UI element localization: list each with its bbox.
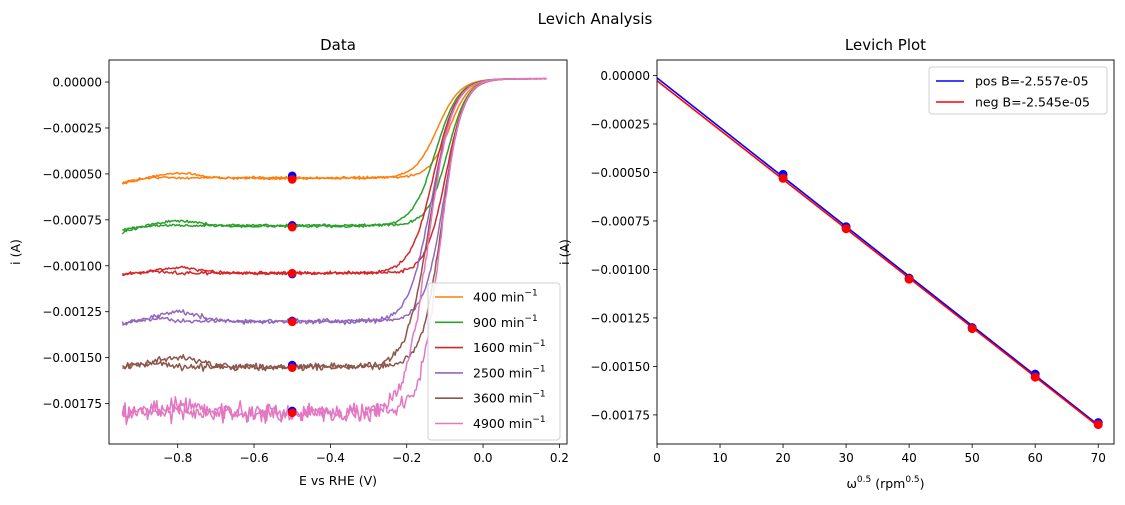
legend-label-3600: 3600 min−1	[473, 390, 546, 406]
y-tick-label: −0.00175	[590, 408, 650, 422]
y-tick-label: −0.00025	[42, 121, 102, 135]
levich-legend-box	[928, 66, 1108, 115]
axes-frame	[656, 59, 1115, 445]
legend-unit: min	[509, 416, 533, 431]
legend-unit-exponent: −1	[532, 339, 545, 349]
legend-unit: min	[501, 290, 525, 305]
x-label-symbol: ω	[846, 476, 856, 491]
fit-line-neg	[657, 80, 1099, 427]
levich-y-axis-label: i (A)	[557, 239, 572, 265]
neg-sample-marker-3600	[287, 363, 297, 373]
data-point-neg	[904, 274, 914, 284]
x-tick-label: 0.0	[473, 451, 492, 465]
levich-plot-area	[657, 77, 1103, 430]
legend-unit: min	[501, 315, 525, 330]
y-tick-label: −0.00100	[42, 259, 102, 273]
legend-value: 2500	[473, 365, 509, 380]
legend-value: 4900	[473, 416, 509, 431]
legend-unit-exponent: −1	[532, 415, 545, 425]
x-tick-label: 70	[1091, 451, 1106, 465]
levich-legend-label: pos B=-2.557e-05	[975, 74, 1089, 89]
figure-suptitle: Levich Analysis	[538, 10, 653, 28]
legend-unit-exponent: −1	[532, 364, 545, 374]
levich-legend-label: neg B=-2.545e-05	[975, 95, 1090, 110]
neg-sample-marker-4900	[287, 408, 297, 418]
y-tick-label: −0.00125	[42, 305, 102, 319]
data-plot-area	[121, 77, 547, 426]
series-line-900	[121, 77, 547, 235]
series-line-4900	[121, 77, 547, 426]
y-tick-label: −0.00150	[42, 351, 102, 365]
y-tick-label: 0.00000	[52, 76, 102, 90]
y-tick-label: −0.00150	[590, 360, 650, 374]
series-line-400	[121, 77, 547, 185]
y-tick-label: 0.00000	[600, 69, 650, 83]
legend-label-2500: 2500 min−1	[473, 364, 546, 380]
x-tick-label: 20	[775, 451, 790, 465]
y-tick-label: −0.00075	[42, 213, 102, 227]
fit-line-pos	[657, 77, 1099, 426]
legend-unit-exponent: −1	[524, 314, 537, 324]
x-tick-label: −0.2	[392, 451, 421, 465]
legend-label-400: 400 min−1	[473, 289, 538, 305]
levich-x-axis-label: ω0.5 (rpm0.5)	[846, 475, 924, 491]
neg-sample-marker-400	[287, 175, 297, 184]
axes-frame	[108, 59, 568, 445]
legend-unit: min	[509, 391, 533, 406]
levich-legend: pos B=-2.557e-05 neg B=-2.545e-05	[928, 66, 1108, 115]
data-panel-title: Data	[320, 36, 356, 54]
x-label-unit-exponent: 0.5	[905, 475, 919, 485]
legend-unit: min	[509, 365, 533, 380]
legend-label-4900: 4900 min−1	[473, 415, 546, 431]
x-label-unit: (rpm	[871, 476, 905, 491]
levich-panel: 0 10 20 30 40 50 60 70 0.00000 −0.00025 −0.00050 −0…	[557, 36, 1115, 491]
y-tick-label: −0.00025	[590, 118, 650, 132]
x-tick-label: 60	[1028, 451, 1043, 465]
legend-unit: min	[509, 340, 533, 355]
x-tick-label: 0.2	[550, 451, 569, 465]
legend-value: 400	[473, 290, 501, 305]
x-tick-label: −0.6	[239, 451, 268, 465]
legend-label-1600: 1600 min−1	[473, 339, 546, 355]
x-tick-label: −0.4	[316, 451, 345, 465]
neg-sample-marker-900	[287, 222, 297, 232]
x-tick-label: 10	[712, 451, 727, 465]
data-point-neg	[1093, 420, 1103, 430]
y-tick-label: −0.00050	[590, 166, 650, 180]
data-point-neg	[778, 173, 788, 183]
legend-value: 900	[473, 315, 501, 330]
legend-unit-exponent: −1	[532, 390, 545, 400]
data-point-neg	[967, 324, 977, 334]
x-tick-label: −0.8	[163, 451, 192, 465]
y-tick-label: −0.00125	[590, 311, 650, 325]
y-tick-label: −0.00175	[42, 397, 102, 411]
data-point-neg	[1030, 372, 1040, 382]
data-x-axis-label: E vs RHE (V)	[299, 473, 377, 488]
neg-sample-marker-1600	[287, 268, 297, 278]
y-tick-label: −0.00075	[590, 214, 650, 228]
neg-sample-marker-2500	[287, 317, 297, 327]
data-y-axis-label: i (A)	[8, 239, 23, 265]
x-label-close: )	[920, 476, 925, 491]
data-panel: −0.8 −0.6 −0.4 −0.2 0.0 0.2 0.00000 −0.00025 −0.…	[8, 36, 569, 488]
legend-label-900: 900 min−1	[473, 314, 538, 330]
y-tick-label: −0.00100	[590, 263, 650, 277]
legend-unit-exponent: −1	[524, 289, 537, 299]
levich-panel-title: Levich Plot	[845, 36, 926, 54]
series-line-1600	[122, 77, 547, 277]
x-tick-label: 50	[965, 451, 980, 465]
data-point-neg	[841, 224, 851, 234]
x-label-exponent: 0.5	[857, 475, 871, 485]
y-tick-label: −0.00050	[42, 167, 102, 181]
x-tick-label: 30	[838, 451, 853, 465]
x-tick-label: 40	[901, 451, 916, 465]
legend-value: 1600	[473, 340, 509, 355]
x-tick-label: 0	[653, 451, 661, 465]
legend-value: 3600	[473, 391, 509, 406]
